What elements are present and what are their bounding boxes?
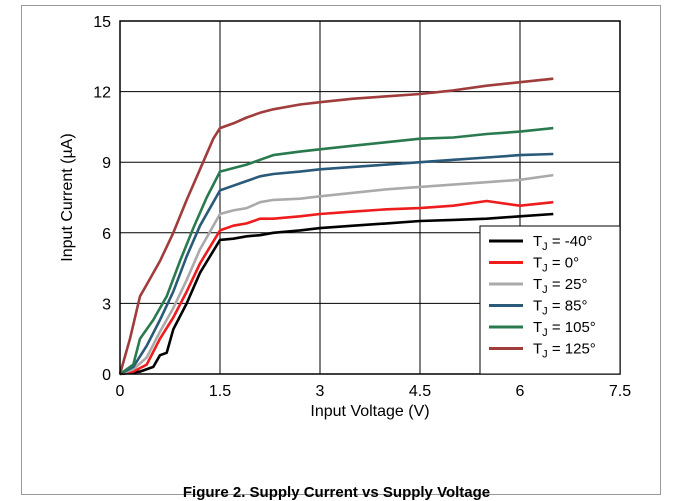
x-axis-title: Input Voltage (V)	[310, 403, 429, 420]
y-axis-title: Input Current (µA)	[59, 133, 76, 261]
x-tick-label: 3	[316, 383, 325, 400]
legend-item: TJ = 85°	[489, 298, 587, 318]
y-tick-label: 3	[102, 296, 111, 313]
legend-item: TJ = -40°	[489, 233, 592, 253]
y-tick-label: 12	[93, 85, 111, 102]
legend-label: TJ = -40°	[533, 233, 592, 253]
series-line-1	[119, 199, 554, 376]
legend-label: TJ = 85°	[533, 298, 587, 318]
x-tick-label: 6	[516, 383, 525, 400]
x-tick-label: 0	[116, 383, 125, 400]
series-line-5	[118, 77, 554, 375]
series-line-3	[119, 152, 554, 376]
legend-item: TJ = 25°	[489, 276, 587, 296]
legend-label: TJ = 25°	[533, 276, 587, 296]
series-line-2	[119, 173, 554, 376]
y-tick-label: 0	[102, 367, 111, 384]
x-tick-label: 1.5	[209, 383, 231, 400]
legend-label: TJ = 105°	[533, 319, 596, 339]
y-tick-label: 9	[102, 155, 111, 172]
legend-label: TJ = 0°	[533, 255, 579, 275]
legend-item: TJ = 125°	[489, 341, 596, 361]
plot-border	[119, 20, 621, 375]
y-axis-title-close: )	[59, 133, 76, 138]
legend-item: TJ = 105°	[489, 319, 596, 339]
legend-label: TJ = 125°	[533, 341, 596, 361]
legend-item: TJ = 0°	[489, 255, 579, 275]
y-axis-title-main: Input Current (	[59, 158, 76, 262]
y-tick-label: 15	[93, 14, 111, 31]
series-line-0	[119, 212, 554, 376]
series-line-4	[119, 126, 554, 376]
y-tick-label: 6	[102, 226, 111, 243]
tick-labels: 0 1.5 3 4.5 6 7.5 0 3 6 9 12 15	[93, 14, 631, 400]
x-tick-label: 4.5	[409, 383, 431, 400]
y-axis-title-unit: µA	[59, 138, 76, 158]
series-layer	[118, 77, 554, 376]
x-tick-label: 7.5	[609, 383, 631, 400]
legend: TJ = -40°TJ = 0°TJ = 25°TJ = 85°TJ = 105…	[479, 225, 621, 375]
